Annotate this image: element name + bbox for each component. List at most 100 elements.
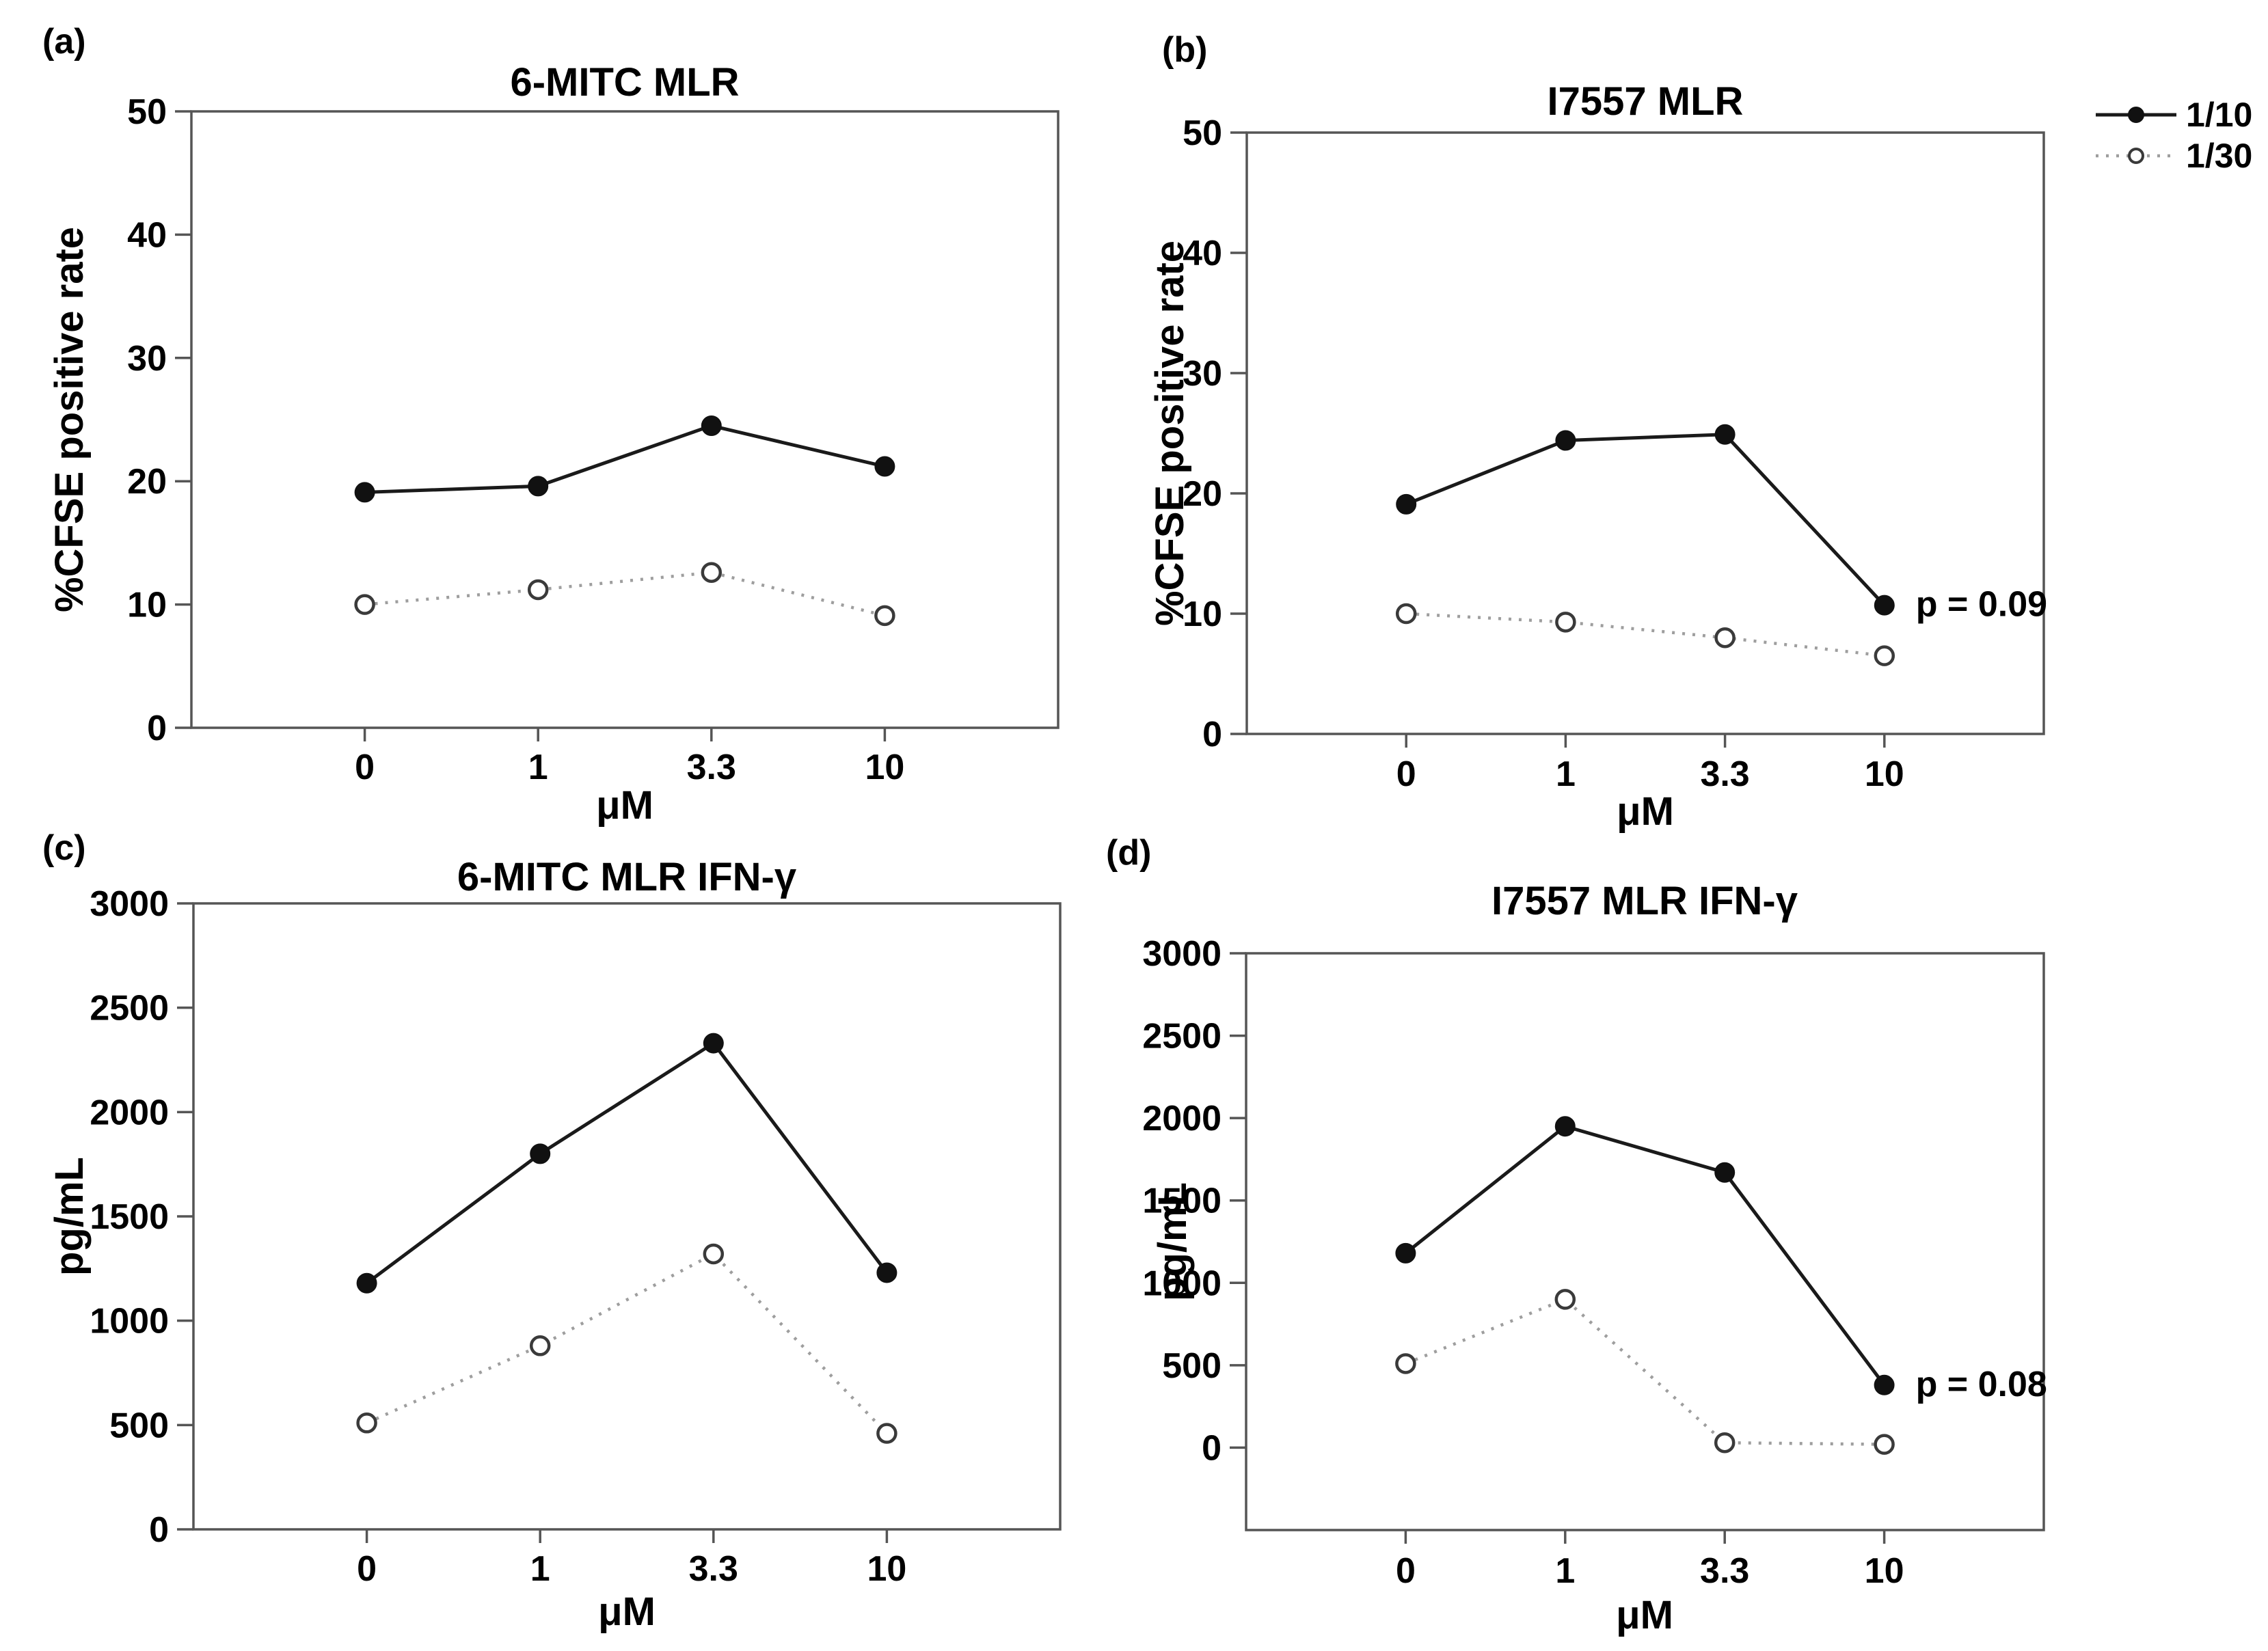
x-axis-label: μM [596,783,653,828]
y-tick-label: 0 [149,1510,169,1550]
x-tick-label: 3.3 [1700,1551,1749,1591]
data-point-1-10 [703,1033,724,1054]
y-tick-label: 1000 [90,1302,169,1341]
data-point-1-30 [354,594,375,615]
y-tick-label: 30 [1183,354,1222,394]
data-point-1-30 [1714,627,1736,649]
x-tick-label: 0 [1396,1551,1416,1591]
data-point-1-10 [1555,430,1576,451]
y-tick-label: 50 [1183,113,1222,153]
series-line-1-10 [366,1041,889,1285]
y-tick-label: 500 [1162,1346,1221,1386]
y-tick-label: 40 [127,215,167,255]
data-point-1-30 [1555,612,1576,633]
panel-a: 0 10 20 30 40 50 0 1 3.3 10 6-MITC MLR (a) %CFSE pos… [42,22,1059,828]
y-tick-label: 0 [1202,715,1222,754]
axis-box [190,110,1059,729]
x-tick-label: 3.3 [689,1549,738,1589]
data-point-1-30 [529,1335,551,1356]
data-point-1-30 [356,1413,377,1434]
x-tick-label: 0 [1396,754,1416,794]
p-value-annotation: p = 0.08 [1916,1365,2047,1404]
y-tick-label: 10 [127,586,167,625]
chart-title: I7557 MLR IFN-γ [1491,879,1798,923]
x-tick-label: 1 [1555,1551,1575,1591]
data-point-1-10 [876,1262,897,1283]
panel-label: (d) [1106,833,1151,873]
data-point-1-30 [703,1243,725,1265]
chart-title: 6-MITC MLR IFN-γ [457,855,797,899]
axis-box [192,902,1062,1531]
legend: 1/101/30 [2096,96,2252,175]
x-tick-label: 1 [1556,754,1576,794]
legend-label: 1/10 [2186,96,2252,134]
y-tick-label: 50 [127,92,167,132]
chart-title: I7557 MLR [1548,79,1744,124]
y-tick-label: 500 [109,1406,169,1445]
data-point-1-10 [874,456,895,477]
legend-filled-circle-icon [2128,107,2144,123]
x-tick-label: 10 [1865,1551,1904,1591]
data-point-1-10 [1874,595,1895,616]
y-tick-label: 1500 [90,1197,169,1237]
x-tick-label: 10 [867,1549,906,1589]
panel-d: 0 500 1000 1500 2000 2500 3000 0 1 3.3 10 I7557 MLR… [1106,833,2047,1637]
series-line-1-30 [1406,612,1885,657]
axis-box [1245,952,2045,1531]
y-tick-label: 30 [127,339,167,379]
x-tick-label: 1 [530,1549,550,1589]
data-point-1-10 [356,1272,377,1294]
x-axis-label: μM [1616,1593,1673,1637]
y-tick-label: 2500 [1142,1017,1221,1056]
x-tick-label: 10 [865,748,904,787]
x-tick-label: 1 [528,748,548,787]
data-point-1-10 [528,476,549,497]
data-point-1-10 [1714,424,1736,445]
data-point-1-10 [1874,1374,1895,1395]
y-tick-label: 3000 [90,884,169,924]
x-axis-label: μM [1617,789,1674,834]
series-line-1-10 [1404,1124,1886,1387]
y-tick-label: 10 [1183,595,1222,634]
data-point-1-30 [1874,645,1895,666]
y-axis-label: %CFSE positive rate [47,227,92,612]
data-point-1-10 [1396,493,1417,515]
data-point-1-10 [1395,1242,1416,1264]
data-point-1-30 [1554,1289,1576,1310]
legend-open-circle-icon [2128,148,2144,164]
y-tick-label: 20 [1183,474,1222,514]
data-point-1-10 [701,415,722,437]
series-line-1-30 [366,1252,889,1435]
x-tick-label: 0 [357,1549,377,1589]
series-line-1-10 [1405,433,1886,607]
y-axis-label: pg/mL [1150,1182,1195,1301]
series-line-1-30 [1405,1297,1885,1446]
series-line-1-30 [364,571,885,618]
data-point-1-10 [1714,1162,1736,1183]
y-tick-label: 2000 [90,1093,169,1132]
y-axis-label: %CFSE positive rate [1148,241,1192,626]
data-point-1-30 [1395,1353,1416,1374]
y-tick-label: 1500 [1142,1182,1221,1221]
chart-title: 6-MITC MLR [510,60,739,105]
panel-c: 0 500 1000 1500 2000 2500 3000 0 1 3.3 10 6-MITC ML… [42,828,1062,1634]
p-value-annotation: p = 0.09 [1916,585,2047,625]
series-line-1-10 [364,424,885,494]
y-tick-label: 3000 [1142,934,1221,974]
x-tick-label: 0 [355,748,375,787]
panel-b: 0 10 20 30 40 50 0 1 3.3 10 I7557 MLR (b) %CFSE posi… [1148,30,2047,834]
y-tick-label: 2000 [1142,1099,1221,1138]
y-tick-label: 40 [1183,234,1222,273]
y-tick-label: 0 [147,709,167,748]
data-point-1-30 [1714,1432,1736,1454]
panel-label: (b) [1162,30,1207,70]
data-point-1-30 [876,1423,897,1444]
x-tick-label: 3.3 [687,748,736,787]
y-axis-label: pg/mL [47,1157,92,1276]
y-tick-label: 2500 [90,989,169,1028]
data-point-1-30 [874,605,895,627]
y-tick-label: 20 [127,462,167,502]
y-tick-label: 1000 [1142,1264,1221,1303]
